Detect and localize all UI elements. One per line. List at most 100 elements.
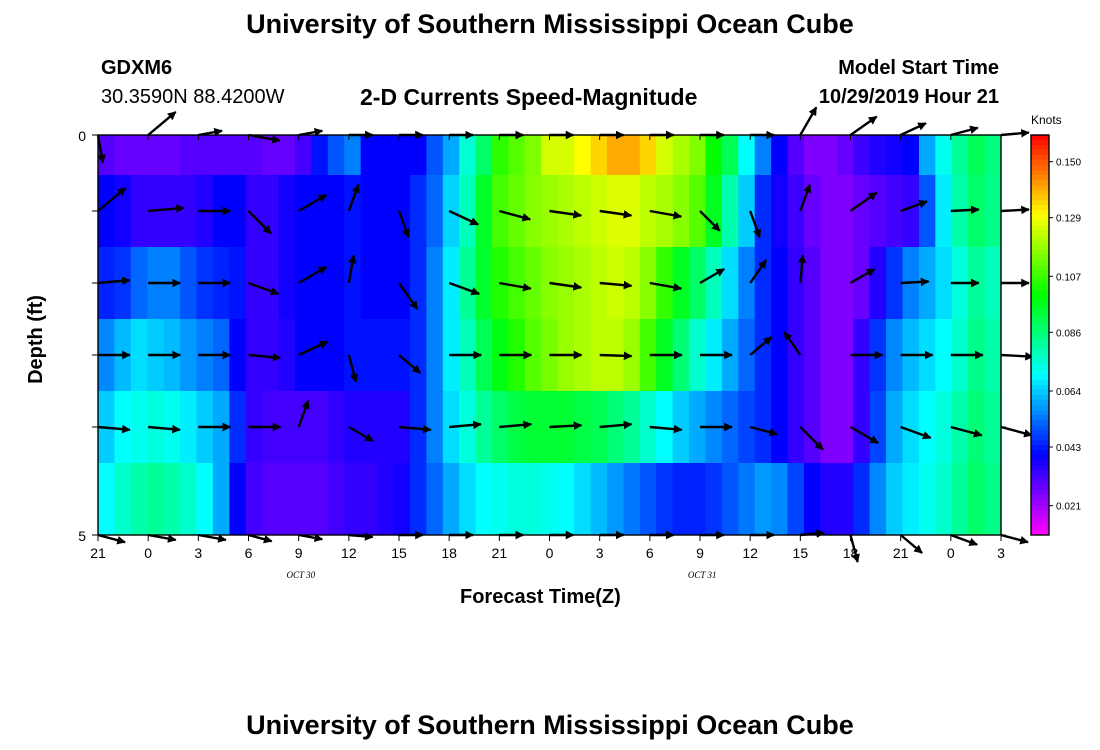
current-arrow — [1000, 533, 1029, 545]
colorbar-swatch — [1031, 245, 1049, 251]
heatmap-cell — [229, 463, 247, 536]
axes: 21 0 3 6 9 12 15 18 21 0 3 6 9 12 15 18 21 0 3 OCT 30 OCT 31… — [78, 128, 1006, 580]
heatmap-cell — [557, 135, 575, 176]
bottom-title: University of Southern Mississippi Ocean… — [246, 710, 854, 740]
heatmap-cell — [327, 247, 345, 320]
model-start-label: Model Start Time — [838, 57, 999, 79]
current-arrow — [1000, 351, 1034, 361]
heatmap-cell — [738, 463, 756, 536]
heatmap-cell — [721, 135, 739, 176]
x-axis-label: Forecast Time(Z) — [460, 586, 621, 608]
date-label: OCT 30 — [287, 570, 316, 580]
heatmap-cell — [606, 463, 624, 536]
colorbar-swatch — [1031, 135, 1049, 141]
heatmap-cell — [738, 175, 756, 248]
current-arrow — [499, 281, 532, 292]
heatmap-cell — [245, 463, 263, 536]
heatmap-cell — [886, 175, 904, 248]
heatmap-cell — [672, 247, 690, 320]
heatmap-cell — [524, 463, 542, 536]
heatmap-cell — [409, 247, 427, 320]
heatmap-cell — [705, 135, 723, 176]
current-arrow — [147, 110, 177, 136]
current-arrow — [749, 210, 762, 239]
colorbar-swatch — [1031, 450, 1049, 456]
heatmap-cell — [787, 175, 805, 248]
current-arrow — [899, 534, 923, 554]
current-arrow — [749, 259, 768, 284]
heatmap-cell — [754, 463, 772, 536]
colorbar-swatch — [1031, 520, 1049, 526]
heatmap-cell — [492, 463, 510, 536]
current-arrow — [499, 420, 533, 430]
heatmap-cell — [935, 319, 953, 392]
heatmap-cell — [869, 247, 887, 320]
heatmap-cell — [902, 463, 920, 536]
heatmap-cell — [984, 135, 1002, 176]
heatmap-cell — [902, 391, 920, 464]
current-arrow — [1000, 425, 1033, 438]
colorbar-swatch — [1031, 375, 1049, 381]
colorbar-swatch — [1031, 190, 1049, 196]
heatmap-cell — [935, 135, 953, 176]
heatmap-cells — [98, 135, 1002, 536]
current-arrow — [549, 421, 583, 431]
heatmap-cell — [853, 391, 871, 464]
x-tick-label: 9 — [295, 545, 303, 561]
heatmap-cell — [229, 175, 247, 248]
heatmap-cell — [311, 135, 329, 176]
heatmap-cell — [787, 463, 805, 536]
current-arrow — [297, 399, 310, 428]
x-tick-label: 3 — [997, 545, 1005, 561]
heatmap-cell — [656, 463, 674, 536]
heatmap-cell — [853, 463, 871, 536]
heatmap-cell — [459, 463, 477, 536]
current-arrow — [699, 210, 721, 232]
heatmap-cell — [951, 391, 969, 464]
heatmap-cell — [738, 247, 756, 320]
heatmap-cell — [803, 319, 821, 392]
heatmap-cell — [442, 135, 460, 176]
colorbar-tick-label: 0.064 — [1056, 387, 1081, 398]
colorbar-swatch — [1031, 495, 1049, 501]
heatmap-cell — [984, 247, 1002, 320]
heatmap-cell — [508, 175, 526, 248]
colorbar-unit: Knots — [1031, 113, 1062, 127]
heatmap-cell — [475, 247, 493, 320]
heatmap-cell — [229, 135, 247, 176]
heatmap-cell — [180, 319, 198, 392]
heatmap-cell — [984, 463, 1002, 536]
colorbar-swatch — [1031, 265, 1049, 271]
colorbar-swatch — [1031, 470, 1049, 476]
colorbar-swatch — [1031, 235, 1049, 241]
heatmap-cell — [820, 319, 838, 392]
heatmap-cell — [672, 135, 690, 176]
heatmap-cell — [459, 175, 477, 248]
heatmap-cell — [180, 175, 198, 248]
heatmap-cell — [524, 247, 542, 320]
colorbar-swatch — [1031, 165, 1049, 171]
colorbar-swatch — [1031, 290, 1049, 296]
heatmap-cell — [935, 463, 953, 536]
current-arrow — [247, 210, 272, 235]
heatmap-cell — [918, 391, 936, 464]
heatmap-cell — [639, 463, 657, 536]
heatmap-cell — [426, 135, 444, 176]
heatmap-cell — [492, 135, 510, 176]
heatmap-cell — [327, 463, 345, 536]
x-tick-label: 3 — [596, 545, 604, 561]
colorbar-swatch — [1031, 400, 1049, 406]
colorbar-swatch — [1031, 475, 1049, 481]
current-arrow — [97, 186, 127, 212]
colorbar-swatch — [1031, 160, 1049, 166]
current-arrow — [97, 533, 126, 545]
colorbar-swatch — [1031, 480, 1049, 486]
heatmap-cell — [98, 463, 116, 536]
heatmap-cell — [639, 319, 657, 392]
heatmap-cell — [442, 463, 460, 536]
colorbar-swatch — [1031, 415, 1049, 421]
heatmap-cell — [623, 247, 641, 320]
current-arrow — [248, 352, 282, 362]
colorbar-swatch — [1031, 260, 1049, 266]
colorbar-swatch — [1031, 180, 1049, 186]
